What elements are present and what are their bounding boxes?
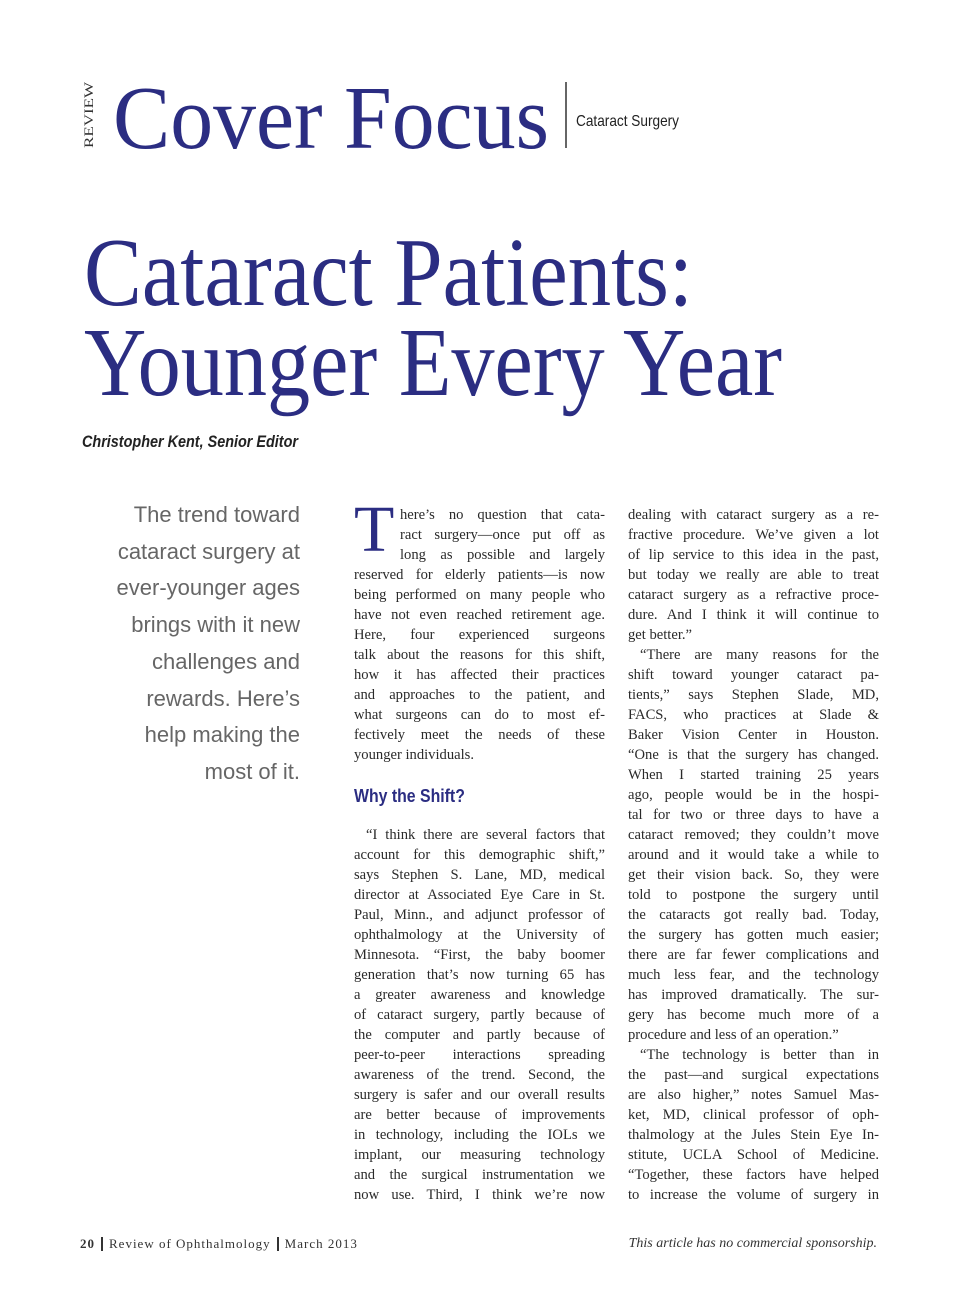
body-text-line: the surgery has gotten much easier;: [628, 927, 879, 943]
body-text-line: dealing with cataract surgery as a re-: [628, 507, 879, 523]
body-text-line: implant, our measuring technology: [354, 1147, 605, 1163]
article-title: Cataract Patients:: [84, 219, 693, 327]
pull-quote-line: ever-younger ages: [116, 575, 300, 601]
body-text-line: cataract surgery as a refractive proce-: [628, 587, 879, 603]
body-text-line: get their vision back. So, they were: [628, 867, 879, 883]
body-text-line: says Stephen S. Lane, MD, medical: [354, 867, 605, 883]
pull-quote-line: The trend toward: [133, 502, 300, 527]
body-text-line: of lip service to this idea in the past,: [628, 547, 879, 563]
body-text-line: have not even reached retirement age.: [354, 607, 605, 623]
separator: [276, 1237, 279, 1251]
body-text-line: has improved dramatically. The sur-: [628, 987, 879, 1003]
body-text-line: the cataracts got really bad. Today,: [628, 907, 879, 923]
topic: Cataract Surgery: [576, 113, 679, 130]
body-text-line: “One is that the surgery has changed.: [628, 747, 879, 763]
body-text-line: director at Associated Eye Care in St.: [354, 887, 605, 903]
body-text-line: now use. Third, I think we’re now: [354, 1187, 605, 1203]
article-title: Younger Every Year: [84, 309, 782, 417]
pull-quote-line: help making the: [144, 722, 300, 748]
section-heading: Why the Shift?: [354, 786, 465, 806]
body-text-line: told to postpone the surgery until: [628, 887, 879, 903]
body-text-line: around and it would take a while to: [628, 847, 879, 863]
body-text-line: and approaches to the patient, and: [354, 687, 605, 703]
body-text-line: get better.”: [628, 627, 693, 643]
publication: Review of Ophthalmology: [109, 1236, 271, 1251]
body-text-line: ophthalmology at the University of: [354, 927, 605, 943]
header-art: REVIEW Cover Focus Cataract Surgery Cata…: [81, 69, 782, 451]
body-text-line: Baker Vision Center in Houston.: [628, 727, 879, 743]
body-text-line: ket, MD, clinical professor of oph-: [628, 1107, 879, 1123]
body-text-line: of cataract surgery, partly because of: [354, 1007, 605, 1023]
body-text-line: the computer and partly because of: [354, 1027, 605, 1043]
body-text-line: cataract removed; they couldn’t move: [628, 827, 879, 843]
body-text-line: thalmology at the Jules Stein Eye In-: [628, 1127, 879, 1143]
page-number: 20: [80, 1236, 95, 1251]
body-text-line: account for this demographic shift,”: [354, 847, 605, 863]
date: March 2013: [284, 1236, 358, 1251]
body-text-line: tal for two or three days to have a: [628, 807, 879, 823]
body-text-line: stitute, UCLA School of Medicine.: [628, 1147, 879, 1163]
body-text-line: and the surgical instrumentation we: [354, 1167, 605, 1183]
body-text-line: ago, people would be in the hospi-: [628, 787, 879, 803]
body-text-line: fractive procedure. We’ve given a lot: [628, 527, 879, 543]
drop-cap: T: [354, 493, 395, 566]
body-text-line: “The technology is better than in: [640, 1047, 879, 1063]
section-label: REVIEW: [81, 81, 96, 148]
body-text-line: tients,” says Stephen Slade, MD,: [628, 687, 879, 703]
pull-quote-line: rewards. Here’s: [146, 685, 300, 711]
body-text-line: Here, four experienced surgeons: [354, 627, 605, 643]
body-text-line: surgery is safer and our overall results: [354, 1087, 605, 1103]
body-text-line: shift toward younger cataract pa-: [628, 667, 879, 683]
body-text-line: to increase the volume of surgery in: [628, 1187, 879, 1203]
body-text-line: there are far fewer complications and: [628, 947, 879, 963]
body-text-line: ract surgery—once put off as: [400, 527, 605, 543]
pull-quote-line: most of it.: [204, 758, 300, 784]
body-text-line: younger individuals.: [354, 747, 474, 763]
pull-quote-line: cataract surgery at: [117, 538, 300, 564]
pull-quote-line: challenges and: [151, 648, 300, 674]
body-text-line: how it has affected their practices: [354, 667, 605, 683]
body-text-line: dure. And I think it will continue to: [628, 607, 879, 623]
body-text-line: “There are many reasons for the: [640, 647, 879, 663]
footer: 20 Review of Ophthalmology March 2013: [80, 1236, 358, 1252]
body-text-line: awareness of the trend. Second, the: [354, 1067, 605, 1083]
body-text-line: are better because of improvements: [354, 1107, 605, 1123]
section-title: Cover Focus: [113, 69, 549, 168]
body-text-line: gery has become much more of a: [628, 1007, 879, 1023]
body-text-line: Paul, Minn., and adjunct professor of: [354, 907, 605, 923]
body-text-line: procedure and less of an operation.”: [628, 1027, 839, 1043]
body-text-line: reserved for elderly patients—is now: [354, 567, 605, 583]
body-text-line: are also higher,” notes Samuel Mas-: [628, 1087, 879, 1103]
body-text-line: the past—and surgical expectations: [628, 1067, 879, 1083]
body-text-line: being performed on many people who: [354, 587, 605, 603]
body-text-line: a greater awareness and knowledge: [354, 987, 605, 1003]
pull-quote-line: brings with it new: [131, 612, 300, 638]
body-text-line: When I started training 25 years: [628, 767, 879, 783]
body-text-line: but today we really are able to treat: [628, 567, 879, 583]
body-text-line: long as possible and largely: [400, 547, 605, 563]
sponsorship-note: This article has no commercial sponsorsh…: [628, 1236, 877, 1251]
body-text-line: generation that’s now turning 65 has: [354, 967, 605, 983]
separator: [101, 1237, 103, 1251]
body-text-line: what surgeons can do to most ef-: [354, 707, 605, 723]
byline: Christopher Kent, Senior Editor: [82, 432, 299, 451]
body-text-line: in technology, including the IOLs we: [354, 1127, 605, 1143]
body-text-line: fectively meet the needs of these: [354, 727, 605, 743]
body-text-line: talk about the reasons for this shift,: [354, 647, 605, 663]
body-text-line: FACS, who practices at Slade &: [628, 707, 879, 723]
body-text-line: here’s no question that cata-: [400, 507, 605, 523]
body-text-line: peer-to-peer interactions spreading: [354, 1047, 605, 1063]
body-text-line: Minnesota. “First, the baby boomer: [354, 947, 605, 963]
body-text-line: “Together, these factors have helped: [628, 1167, 879, 1183]
body-text-line: much less fear, and the technology: [628, 967, 879, 983]
body-text-line: “I think there are several factors that: [366, 827, 605, 843]
